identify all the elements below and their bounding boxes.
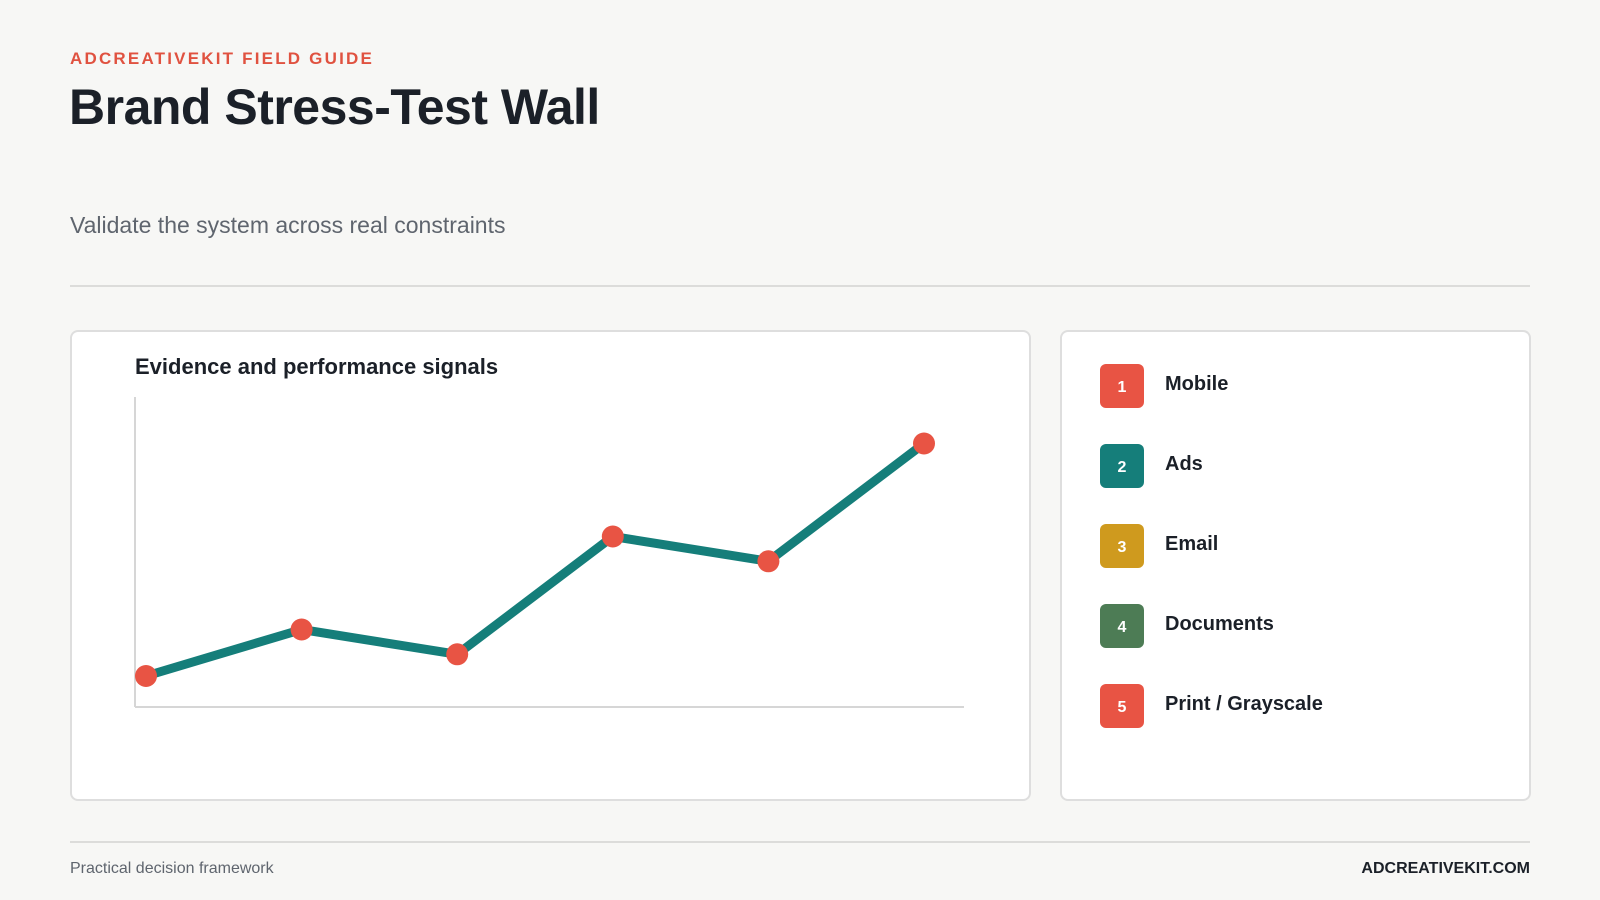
legend-label-mobile: Mobile <box>1165 372 1229 395</box>
data-point-4 <box>601 525 624 548</box>
legend-item-ads: 2 Ads <box>1100 444 1203 488</box>
page-subtitle: Validate the system across real constrai… <box>70 212 506 238</box>
data-point-1 <box>135 665 157 687</box>
legend-badge-3: 3 <box>1100 524 1144 568</box>
legend-label-documents: Documents <box>1165 612 1274 635</box>
page-title: Brand Stress-Test Wall <box>69 79 600 135</box>
footer-tagline: Practical decision framework <box>70 860 274 877</box>
legend-label-ads: Ads <box>1165 452 1203 475</box>
legend-item-mobile: 1 Mobile <box>1100 364 1228 408</box>
data-point-6 <box>913 432 935 455</box>
series-line-1 <box>141 439 929 681</box>
legend-badge-1: 1 <box>1100 364 1144 408</box>
legend-label-email: Email <box>1165 532 1219 555</box>
legend-badge-2: 2 <box>1100 444 1144 488</box>
footer-site-link[interactable]: ADCREATIVEKIT.COM <box>1361 860 1530 877</box>
chart-card: Evidence and performance signals <box>70 330 1031 801</box>
legend-label-print-grayscale: Print / Grayscale <box>1165 692 1323 715</box>
legend-item-print-grayscale: 5 Print / Grayscale <box>1100 684 1323 728</box>
eyebrow-label: ADCREATIVEKIT FIELD GUIDE <box>70 49 375 68</box>
legend-item-documents: 4 Documents <box>1100 604 1274 648</box>
data-point-5 <box>757 550 780 573</box>
chart-title: Evidence and performance signals <box>135 354 499 379</box>
header-divider <box>70 285 1530 287</box>
line-chart <box>134 397 964 708</box>
legend-item-email: 3 Email <box>1100 524 1218 568</box>
data-point-2 <box>290 618 313 641</box>
legend-badge-4: 4 <box>1100 604 1144 648</box>
legend-badge-5: 5 <box>1100 684 1144 728</box>
legend-card: 1 Mobile 2 Ads 3 Email 4 Documents 5 Pri… <box>1060 330 1531 801</box>
footer-divider <box>70 841 1530 843</box>
data-point-3 <box>446 643 469 666</box>
